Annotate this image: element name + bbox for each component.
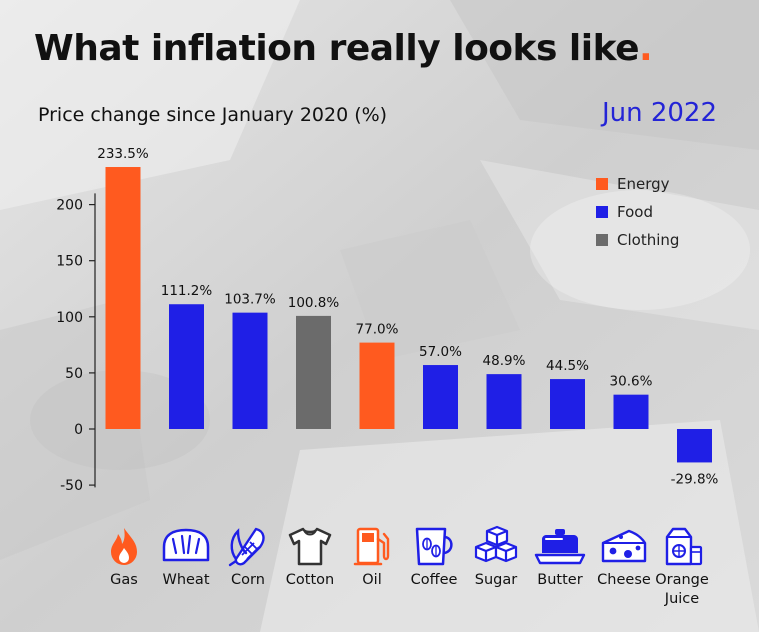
- icon-label-butter: Butter: [537, 572, 583, 588]
- icon-label-coffee: Coffee: [410, 572, 458, 588]
- icon-cell-gas: Gas: [92, 525, 156, 590]
- bar-orange-juice: [677, 429, 712, 463]
- y-tick-label: -50: [60, 478, 83, 494]
- legend-label-clothing: Clothing: [617, 231, 680, 249]
- bar-coffee: [423, 365, 458, 429]
- title-text: What inflation really looks like: [34, 28, 640, 69]
- cheese-icon: [601, 529, 647, 563]
- icon-label-sugar: Sugar: [474, 572, 518, 588]
- y-tick-label: 100: [56, 310, 83, 326]
- chart-title: What inflation really looks like.: [34, 28, 653, 69]
- value-label-coffee: 57.0%: [419, 344, 462, 360]
- icon-label-cheese: Cheese: [597, 572, 651, 588]
- y-tick-label: 200: [56, 198, 83, 214]
- icon-cell-coffee: Coffee: [402, 525, 466, 590]
- icon-label-wheat: Wheat: [162, 572, 210, 588]
- legend-swatch-food: [596, 206, 608, 218]
- icon-cell-cheese: Cheese: [592, 525, 656, 590]
- bar-oil: [359, 342, 395, 429]
- legend-swatch-energy: [596, 178, 608, 190]
- icon-cell-cotton: Cotton: [278, 525, 342, 590]
- coffee-cup-icon: [415, 527, 453, 566]
- y-tick-label: 150: [56, 254, 83, 270]
- value-label-corn: 103.7%: [224, 292, 276, 308]
- value-label-cotton: 100.8%: [288, 295, 340, 311]
- icon-cell-butter: Butter: [528, 525, 592, 590]
- bar-sugar: [486, 374, 522, 429]
- y-tick-label: 50: [65, 366, 83, 382]
- fuel-pump-icon: [353, 527, 390, 566]
- icon-label-orange-juice-line2: Juice: [664, 591, 700, 607]
- title-dot: .: [639, 28, 653, 69]
- juice-carton-icon: [665, 527, 703, 566]
- icon-label-cotton: Cotton: [285, 572, 335, 588]
- bread-icon: [162, 528, 210, 562]
- value-label-gas: 233.5%: [97, 146, 149, 162]
- value-label-sugar: 48.9%: [483, 353, 526, 369]
- legend-label-energy: Energy: [617, 175, 670, 193]
- tshirt-icon: [288, 527, 332, 566]
- flame-icon: [111, 528, 137, 565]
- bar-corn: [232, 312, 268, 429]
- legend-item-energy: Energy: [596, 170, 679, 198]
- bar-butter: [550, 379, 585, 429]
- corn-icon: [228, 527, 265, 567]
- y-tick-label: 0: [74, 422, 83, 438]
- icon-label-corn: Corn: [231, 572, 265, 588]
- date-label: Jun 2022: [601, 98, 717, 128]
- icon-label-oil: Oil: [362, 572, 382, 588]
- bar-cotton: [296, 315, 331, 429]
- value-label-wheat: 111.2%: [161, 283, 213, 299]
- icon-cell-orange-juice: Orange Juice: [650, 525, 714, 609]
- icon-label-orange-juice: Orange Juice: [650, 571, 714, 609]
- sugar-cubes-icon: [474, 525, 518, 563]
- commodity-icon-row: Gas Wheat Corn Cotton Oi: [0, 525, 759, 625]
- legend-label-food: Food: [617, 203, 653, 221]
- icon-cell-corn: Corn: [216, 525, 280, 590]
- value-label-butter: 44.5%: [546, 358, 589, 374]
- legend-swatch-clothing: [596, 234, 608, 246]
- legend-item-food: Food: [596, 198, 679, 226]
- icon-cell-sugar: Sugar: [464, 525, 528, 590]
- icon-label-orange-juice-line1: Orange: [655, 572, 709, 588]
- icon-cell-oil: Oil: [340, 525, 404, 590]
- chart-subtitle: Price change since January 2020 (%): [38, 104, 388, 126]
- value-label-oil: 77.0%: [356, 322, 399, 338]
- legend-item-clothing: Clothing: [596, 226, 679, 254]
- icon-cell-wheat: Wheat: [154, 525, 218, 590]
- value-label-cheese: 30.6%: [610, 374, 653, 390]
- icon-label-gas: Gas: [110, 572, 138, 588]
- bar-gas: [105, 167, 141, 429]
- legend: Energy Food Clothing: [596, 170, 679, 254]
- value-label-orange-juice: -29.8%: [671, 471, 719, 487]
- butter-dish-icon: [534, 529, 586, 565]
- bar-cheese: [613, 394, 649, 429]
- bar-wheat: [169, 304, 204, 429]
